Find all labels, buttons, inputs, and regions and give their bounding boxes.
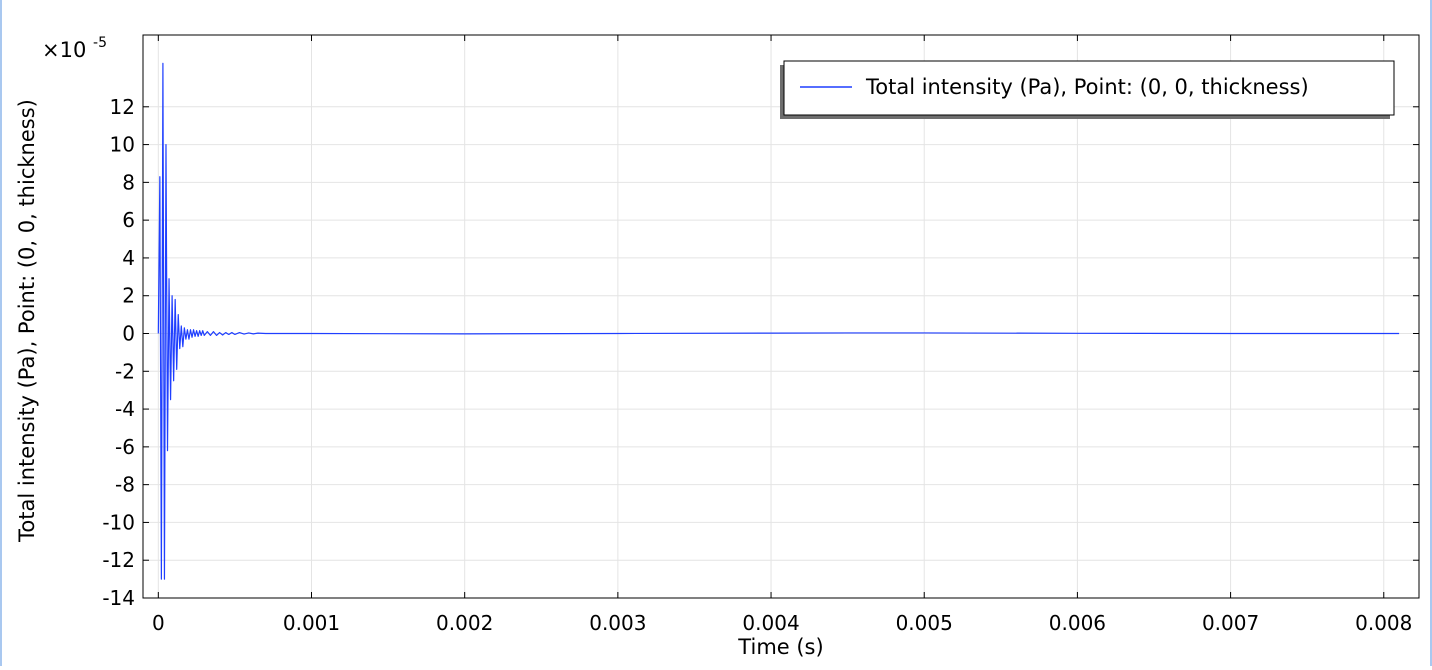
x-tick-label: 0.006 [1049,611,1106,635]
x-tick-label: 0 [152,611,165,635]
y-tick-label: 8 [122,170,135,194]
y-tick-label: -8 [115,473,135,497]
y-tick-label: -14 [102,586,135,610]
x-tick-label: 0.002 [436,611,493,635]
y-tick-label: -12 [102,548,135,572]
y-tick-label: -2 [115,359,135,383]
grid-lines [143,35,1419,599]
y-tick-label: -6 [115,435,135,459]
y-tick-label: 0 [122,322,135,346]
axis-ticks [143,35,1419,599]
x-tick-label: 0.003 [589,611,646,635]
y-axis-multiplier: ×10 -5 [42,35,107,62]
x-tick-label: 0.005 [896,611,953,635]
legend-box [783,60,1395,116]
y-multiplier-exponent: -5 [93,35,107,51]
series-lines [157,62,1400,580]
y-tick-label: -4 [115,397,135,421]
y-tick-label: 10 [110,133,135,157]
y-tick-label: 4 [122,246,135,270]
x-tick-label: 0.007 [1202,611,1259,635]
plot-area-border [142,34,1420,599]
y-multiplier-base: ×10 [42,38,86,62]
y-tick-label: 2 [122,284,135,308]
y-tick-label: 6 [122,208,135,232]
legend-entry-label: Total intensity (Pa), Point: (0, 0, thic… [865,75,1309,99]
series-line [157,62,1400,580]
x-tick-label: 0.004 [742,611,799,635]
y-axis-title: Total intensity (Pa), Point: (0, 0, thic… [15,99,39,543]
x-tick-label: 0.001 [283,611,340,635]
x-axis-title: Time (s) [737,635,823,659]
y-tick-labels: -14 -12 -10 -8 -6 -4 -2 0 2 4 6 8 10 12 [102,95,135,610]
y-tick-label: 12 [110,95,135,119]
y-tick-label: -10 [102,510,135,534]
x-tick-labels: 0 0.001 0.002 0.003 0.004 0.005 0.006 0.007 0.00… [152,611,1412,635]
legend: Total intensity (Pa), Point: (0, 0, thic… [780,60,1395,119]
x-tick-label: 0.008 [1355,611,1412,635]
